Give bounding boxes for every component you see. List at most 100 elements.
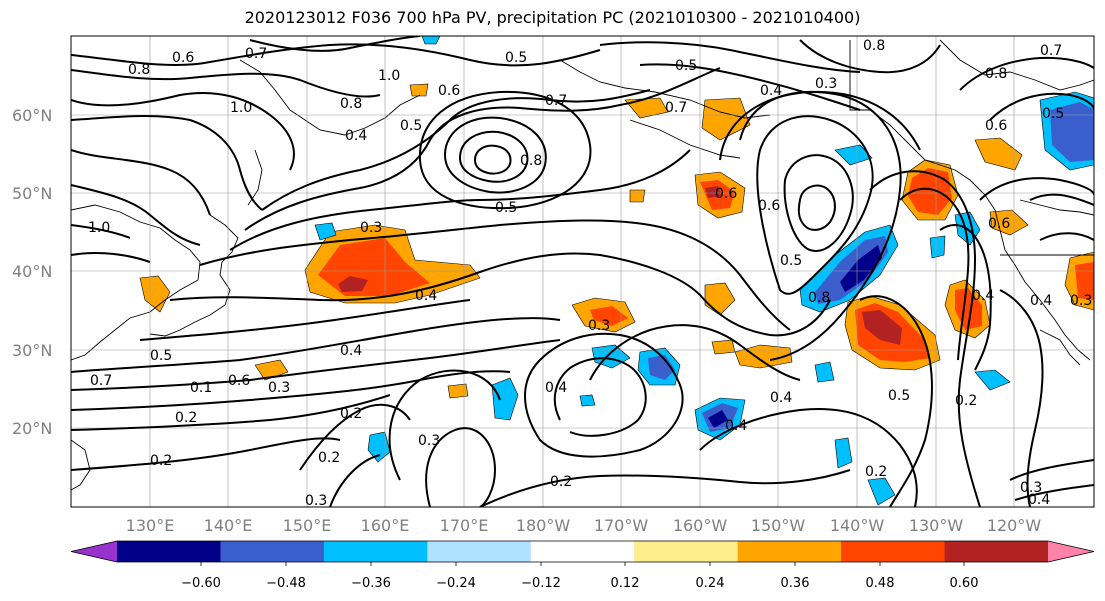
contour-label: 0.4 bbox=[972, 288, 994, 304]
colorbar-extend-min bbox=[71, 541, 117, 562]
lon-label: 130°W bbox=[909, 516, 964, 535]
contour-label: 0.4 bbox=[725, 418, 747, 434]
contour-label: 0.6 bbox=[715, 186, 737, 202]
contour-label: 0.4 bbox=[545, 380, 567, 396]
coastlines bbox=[71, 39, 1094, 491]
contour-label: 0.5 bbox=[495, 200, 517, 216]
contour-label: 0.4 bbox=[340, 343, 362, 359]
contour-label: 0.3 bbox=[1070, 293, 1092, 309]
colorbar-segment bbox=[530, 541, 635, 562]
contour-label: 0.2 bbox=[175, 410, 197, 426]
contour-label: 1.0 bbox=[230, 100, 252, 116]
contour-label: 0.6 bbox=[228, 373, 250, 389]
contour-label: 0.2 bbox=[340, 406, 362, 422]
contour-label: 0.5 bbox=[150, 348, 172, 364]
contour-label: 0.5 bbox=[675, 58, 697, 74]
colorbar-tick-label: −0.60 bbox=[181, 576, 221, 591]
contour-label: 0.5 bbox=[888, 388, 910, 404]
contour-label: 0.2 bbox=[550, 474, 572, 490]
colorbar-tick-label: 0.48 bbox=[866, 576, 895, 591]
colorbar-tick-label: −0.48 bbox=[266, 576, 306, 591]
contour-label: 0.7 bbox=[545, 93, 567, 109]
contour-label: 0.3 bbox=[360, 220, 382, 236]
contour-label: 0.3 bbox=[1020, 480, 1042, 496]
lon-label: 170°E bbox=[440, 516, 489, 535]
figure-title: 2020123012 F036 700 hPa PV, precipitatio… bbox=[244, 8, 861, 27]
colorbar-segment bbox=[737, 541, 842, 562]
contour-label: 0.4 bbox=[345, 128, 367, 144]
lon-label: 150°W bbox=[751, 516, 806, 535]
colorbar-tick-label: 0.60 bbox=[950, 576, 979, 591]
lon-label: 160°W bbox=[673, 516, 728, 535]
colorbar-extend-max bbox=[1048, 541, 1094, 562]
colorbar-segment bbox=[427, 541, 532, 562]
contour-label: 0.2 bbox=[318, 450, 340, 466]
lat-label: 20°N bbox=[12, 419, 52, 438]
gridlines bbox=[71, 36, 1094, 507]
colorbar-tick-labels: −0.60 −0.48 −0.36 −0.24 −0.12 0.12 0.24 … bbox=[181, 576, 978, 591]
contour-label: 0.8 bbox=[340, 96, 362, 112]
colorbar-segment bbox=[634, 541, 739, 562]
contour-labels: 0.8 0.6 0.7 1.0 0.8 0.6 0.4 0.5 0.7 0.5 … bbox=[88, 38, 1092, 509]
colorbar-segment bbox=[323, 541, 428, 562]
lon-label: 160°E bbox=[361, 516, 410, 535]
contour-label: 0.3 bbox=[588, 318, 610, 334]
contour-label: 0.6 bbox=[438, 83, 460, 99]
contour-label: 0.5 bbox=[505, 50, 527, 66]
colorbar-segment bbox=[841, 541, 946, 562]
colorbar-tick-label: 0.12 bbox=[611, 576, 640, 591]
colorbar: −0.60 −0.48 −0.36 −0.24 −0.12 0.12 0.24 … bbox=[70, 540, 1095, 591]
colorbar-tick-label: −0.24 bbox=[436, 576, 476, 591]
pv-contours bbox=[71, 36, 1094, 507]
contour-label: 0.4 bbox=[770, 390, 792, 406]
contour-label: 0.8 bbox=[985, 66, 1007, 82]
contour-label: 0.3 bbox=[268, 380, 290, 396]
contour-label: 0.7 bbox=[1040, 43, 1062, 59]
contour-label: 0.5 bbox=[400, 118, 422, 134]
colorbar-tick-label: −0.36 bbox=[351, 576, 391, 591]
contour-label: 0.4 bbox=[760, 83, 782, 99]
contour-label: 0.5 bbox=[1042, 106, 1064, 122]
lat-label: 40°N bbox=[12, 262, 52, 281]
latitude-labels: 60°N 50°N 40°N 30°N 20°N bbox=[12, 106, 52, 438]
lat-label: 60°N bbox=[12, 106, 52, 125]
lon-label: 150°E bbox=[283, 516, 332, 535]
lon-label: 180°W bbox=[516, 516, 571, 535]
contour-label: 0.1 bbox=[190, 380, 212, 396]
colorbar-segment bbox=[117, 541, 221, 562]
lon-label: 140°W bbox=[830, 516, 885, 535]
contour-label: 0.7 bbox=[90, 373, 112, 389]
contour-label: 0.5 bbox=[780, 253, 802, 269]
contour-label: 0.3 bbox=[305, 493, 327, 509]
contour-label: 0.3 bbox=[418, 433, 440, 449]
contour-label: 1.0 bbox=[378, 68, 400, 84]
contour-label: 0.8 bbox=[520, 153, 542, 169]
lon-label: 140°E bbox=[204, 516, 253, 535]
lon-label: 130°E bbox=[126, 516, 175, 535]
lon-label: 120°W bbox=[987, 516, 1042, 535]
contour-label: 0.8 bbox=[808, 290, 830, 306]
contour-label: 0.7 bbox=[245, 46, 267, 62]
contour-label: 0.2 bbox=[955, 393, 977, 409]
contour-label: 0.3 bbox=[815, 76, 837, 92]
map-frame bbox=[70, 35, 1095, 508]
colorbar-tick-label: 0.36 bbox=[781, 576, 810, 591]
contour-label: 0.4 bbox=[1028, 492, 1050, 508]
contour-label: 0.6 bbox=[758, 198, 780, 214]
lat-label: 50°N bbox=[12, 184, 52, 203]
colorbar-segment bbox=[944, 541, 1049, 562]
longitude-labels: 130°E 140°E 150°E 160°E 170°E 180°W 170°… bbox=[126, 516, 1042, 535]
contour-label: 0.6 bbox=[172, 50, 194, 66]
colorbar-blocks bbox=[70, 540, 1095, 566]
contour-label: 0.7 bbox=[665, 100, 687, 116]
contour-label: 0.6 bbox=[988, 216, 1010, 232]
colorbar-tick-label: 0.24 bbox=[696, 576, 725, 591]
contour-label: 0.6 bbox=[985, 118, 1007, 134]
contour-label: 0.8 bbox=[863, 38, 885, 54]
colorbar-outline bbox=[70, 540, 1095, 563]
contour-label: 1.0 bbox=[88, 220, 110, 236]
colorbar-tick-label: −0.12 bbox=[521, 576, 561, 591]
lat-label: 30°N bbox=[12, 341, 52, 360]
contour-label: 0.2 bbox=[150, 453, 172, 469]
